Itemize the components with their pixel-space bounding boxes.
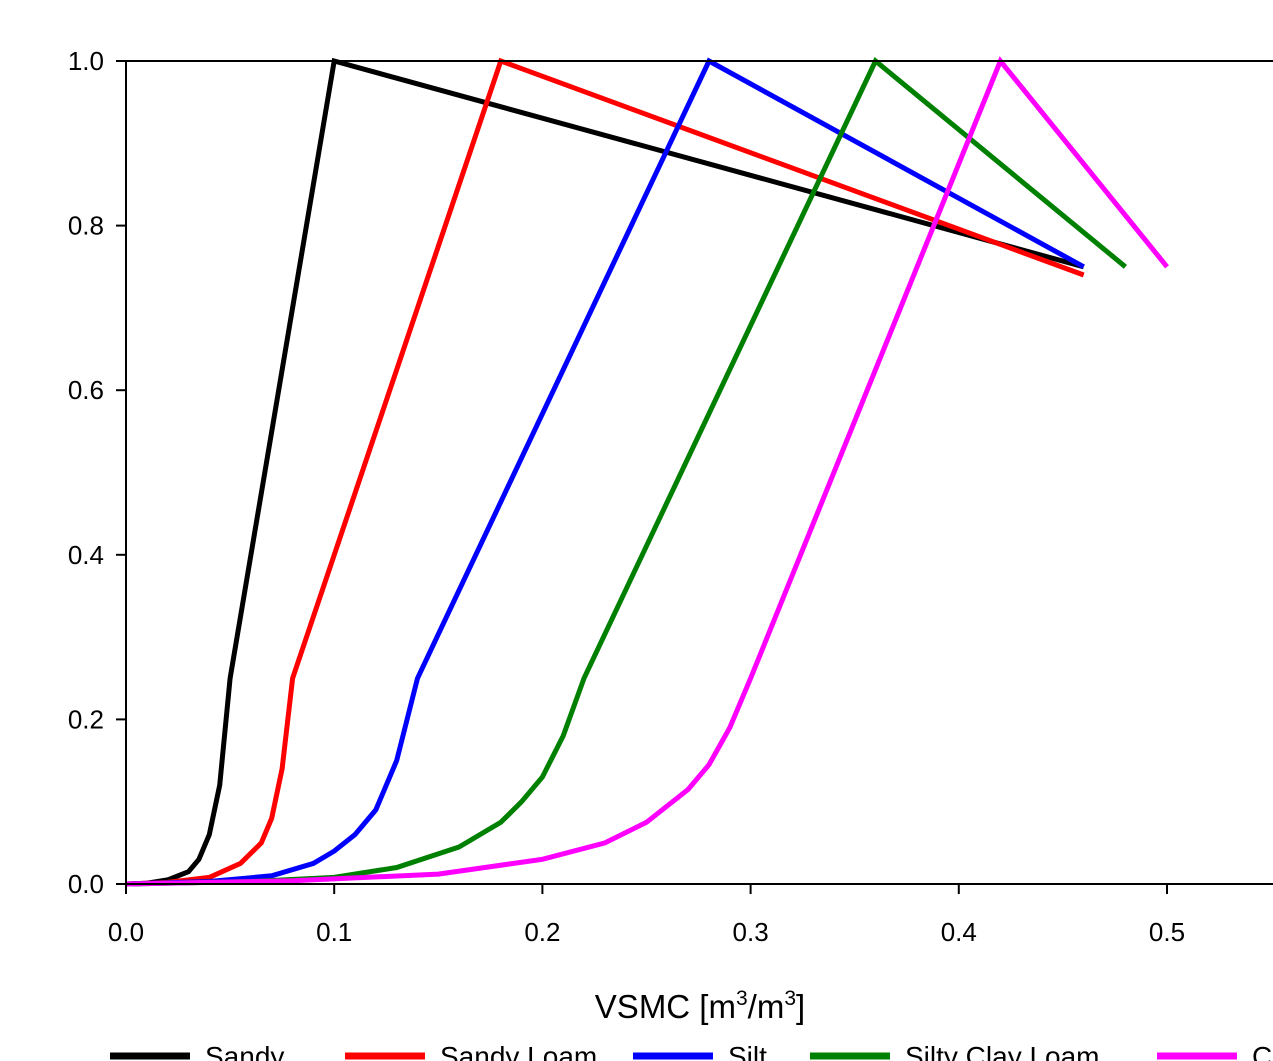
y-tick-label: 0.0 — [68, 869, 104, 899]
x-tick-label: 0.4 — [941, 917, 977, 947]
series-line-3 — [125, 57, 1127, 887]
series-layer — [125, 56, 1169, 887]
legend-label: Silty Clay Loam — [905, 1041, 1100, 1061]
y-tick-label: 1.0 — [68, 46, 104, 76]
x-tick-label: 0.0 — [108, 917, 144, 947]
x-tick-label: 0.5 — [1149, 917, 1185, 947]
y-tick-label: 0.4 — [68, 540, 104, 570]
plot-frame — [125, 60, 1273, 885]
y-tick-label: 0.2 — [68, 704, 104, 734]
y-axis: 0.0 0.2 0.4 0.6 0.8 1.0 — [68, 46, 126, 899]
x-axis-label-text: VSMC [m — [595, 988, 736, 1025]
x-tick-label: 0.1 — [316, 917, 352, 947]
x-axis-label-mid: /m — [748, 988, 785, 1025]
legend-label: Clay — [1252, 1041, 1273, 1061]
series-line-0 — [125, 57, 1085, 887]
y-tick-label: 0.8 — [68, 211, 104, 241]
x-axis: 0.0 0.1 0.2 0.3 0.4 0.5 — [108, 884, 1185, 947]
series-line-1 — [125, 57, 1085, 887]
x-axis-label-sup1: 3 — [736, 987, 748, 1010]
legend-label: Silt — [728, 1041, 767, 1061]
legend-label: Sandy — [205, 1041, 284, 1061]
y-tick-label: 0.6 — [68, 375, 104, 405]
series-line-4 — [125, 56, 1169, 887]
legend-label: Sandy Loam — [440, 1041, 597, 1061]
x-axis-label: VSMC [m3/m3] — [595, 987, 805, 1025]
legend: Sandy Sandy Loam Silt Silty Clay Loam Clay — [110, 1041, 1273, 1061]
series-line-2 — [125, 57, 1085, 887]
x-axis-label-end: ] — [796, 988, 805, 1025]
x-tick-label: 0.2 — [524, 917, 560, 947]
x-tick-label: 0.3 — [733, 917, 769, 947]
x-axis-label-sup2: 3 — [784, 987, 796, 1010]
